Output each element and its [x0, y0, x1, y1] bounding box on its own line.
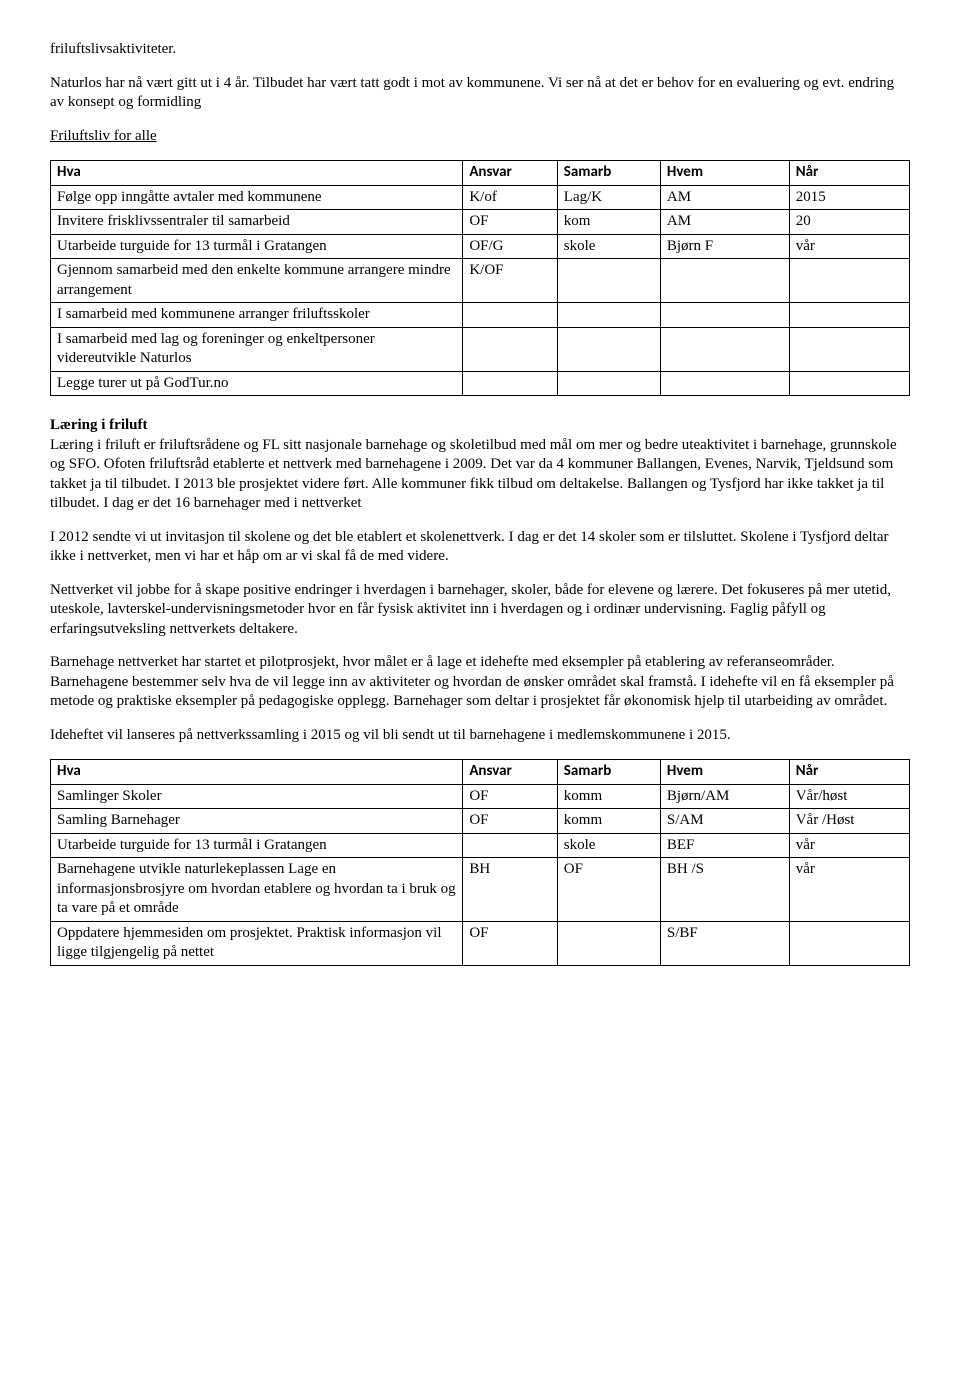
paragraph-laering: Læring i friluft Læring i friluft er fri…	[50, 416, 910, 514]
table-cell: I samarbeid med lag og foreninger og enk…	[51, 327, 463, 371]
table-cell	[660, 259, 789, 303]
paragraph-mid-4: Barnehage nettverket har startet et pilo…	[50, 653, 910, 712]
heading-laering: Læring i friluft	[50, 417, 148, 433]
table-cell: Følge opp inngåtte avtaler med kommunene	[51, 185, 463, 210]
paragraph-intro-2: Naturlos har nå vært gitt ut i 4 år. Til…	[50, 74, 910, 113]
paragraph-mid-1-text: Læring i friluft er friluftsrådene og FL…	[50, 437, 897, 512]
table-header-cell: Samarb	[557, 760, 660, 785]
table-row: I samarbeid med lag og foreninger og enk…	[51, 327, 910, 371]
table-cell: AM	[660, 185, 789, 210]
table-cell	[463, 303, 557, 328]
table-cell: BEF	[660, 833, 789, 858]
table-cell: Vår /Høst	[789, 809, 909, 834]
table-header-cell: Hva	[51, 161, 463, 186]
table-row: I samarbeid med kommunene arranger frilu…	[51, 303, 910, 328]
table-cell	[789, 921, 909, 965]
table-cell: skole	[557, 234, 660, 259]
table-cell: skole	[557, 833, 660, 858]
table-row: Utarbeide turguide for 13 turmål i Grata…	[51, 234, 910, 259]
table-cell: BH /S	[660, 858, 789, 922]
table-cell: K/of	[463, 185, 557, 210]
table-row: Barnehagene utvikle naturlekeplassen Lag…	[51, 858, 910, 922]
table-header-cell: Hvem	[660, 161, 789, 186]
table-cell: Legge turer ut på GodTur.no	[51, 371, 463, 396]
table-cell: Oppdatere hjemmesiden om prosjektet. Pra…	[51, 921, 463, 965]
table-cell	[463, 327, 557, 371]
table-cell	[789, 259, 909, 303]
table-cell	[789, 303, 909, 328]
table-row: Legge turer ut på GodTur.no	[51, 371, 910, 396]
table-cell: komm	[557, 784, 660, 809]
table-cell: OF	[463, 784, 557, 809]
table-cell: OF	[463, 210, 557, 235]
table-header-cell: Samarb	[557, 161, 660, 186]
table-header-cell: Når	[789, 760, 909, 785]
table-cell: komm	[557, 809, 660, 834]
paragraph-mid-3: Nettverket vil jobbe for å skape positiv…	[50, 581, 910, 640]
table-row: Oppdatere hjemmesiden om prosjektet. Pra…	[51, 921, 910, 965]
table-header-cell: Ansvar	[463, 760, 557, 785]
table-header-cell: Ansvar	[463, 161, 557, 186]
table-cell	[557, 327, 660, 371]
table-row: HvaAnsvarSamarbHvemNår	[51, 760, 910, 785]
table-cell: S/AM	[660, 809, 789, 834]
table-cell: OF	[463, 809, 557, 834]
table-cell: vår	[789, 234, 909, 259]
table-cell	[557, 303, 660, 328]
heading-friluftsliv: Friluftsliv for alle	[50, 127, 910, 147]
paragraph-mid-5: Ideheftet vil lanseres på nettverkssamli…	[50, 726, 910, 746]
table-cell: Bjørn/AM	[660, 784, 789, 809]
table-cell: BH	[463, 858, 557, 922]
table-row: Samling BarnehagerOFkommS/AMVår /Høst	[51, 809, 910, 834]
table-cell: K/OF	[463, 259, 557, 303]
table-cell: vår	[789, 833, 909, 858]
table-header-cell: Når	[789, 161, 909, 186]
table-cell	[660, 303, 789, 328]
table-cell: Barnehagene utvikle naturlekeplassen Lag…	[51, 858, 463, 922]
table-cell	[789, 327, 909, 371]
table-cell: OF	[463, 921, 557, 965]
table-cell: Samling Barnehager	[51, 809, 463, 834]
table-cell: AM	[660, 210, 789, 235]
table-cell: Invitere frisklivssentraler til samarbei…	[51, 210, 463, 235]
table-header-cell: Hvem	[660, 760, 789, 785]
table-cell: 20	[789, 210, 909, 235]
table-cell	[557, 921, 660, 965]
paragraph-intro-1: friluftslivsaktiviteter.	[50, 40, 910, 60]
table-header-cell: Hva	[51, 760, 463, 785]
table-row: Følge opp inngåtte avtaler med kommunene…	[51, 185, 910, 210]
paragraph-mid-2: I 2012 sendte vi ut invitasjon til skole…	[50, 528, 910, 567]
table-cell: Samlinger Skoler	[51, 784, 463, 809]
table-cell: 2015	[789, 185, 909, 210]
table-cell: OF/G	[463, 234, 557, 259]
table-cell	[660, 327, 789, 371]
table-cell	[557, 259, 660, 303]
table-cell: Vår/høst	[789, 784, 909, 809]
table-cell	[463, 833, 557, 858]
table-cell: vår	[789, 858, 909, 922]
table-row: Gjennom samarbeid med den enkelte kommun…	[51, 259, 910, 303]
table-cell: Utarbeide turguide for 13 turmål i Grata…	[51, 234, 463, 259]
table-cell: S/BF	[660, 921, 789, 965]
table-cell	[660, 371, 789, 396]
table-row: HvaAnsvarSamarbHvemNår	[51, 161, 910, 186]
table-2: HvaAnsvarSamarbHvemNår Samlinger SkolerO…	[50, 759, 910, 966]
table-cell	[463, 371, 557, 396]
table-1: HvaAnsvarSamarbHvemNår Følge opp inngått…	[50, 160, 910, 396]
table-cell	[789, 371, 909, 396]
table-cell: OF	[557, 858, 660, 922]
table-cell	[557, 371, 660, 396]
table-cell: Bjørn F	[660, 234, 789, 259]
table-cell: kom	[557, 210, 660, 235]
table-cell: Gjennom samarbeid med den enkelte kommun…	[51, 259, 463, 303]
table-cell: I samarbeid med kommunene arranger frilu…	[51, 303, 463, 328]
table-cell: Utarbeide turguide for 13 turmål i Grata…	[51, 833, 463, 858]
table-cell: Lag/K	[557, 185, 660, 210]
table-row: Utarbeide turguide for 13 turmål i Grata…	[51, 833, 910, 858]
table-row: Invitere frisklivssentraler til samarbei…	[51, 210, 910, 235]
table-row: Samlinger SkolerOFkommBjørn/AMVår/høst	[51, 784, 910, 809]
